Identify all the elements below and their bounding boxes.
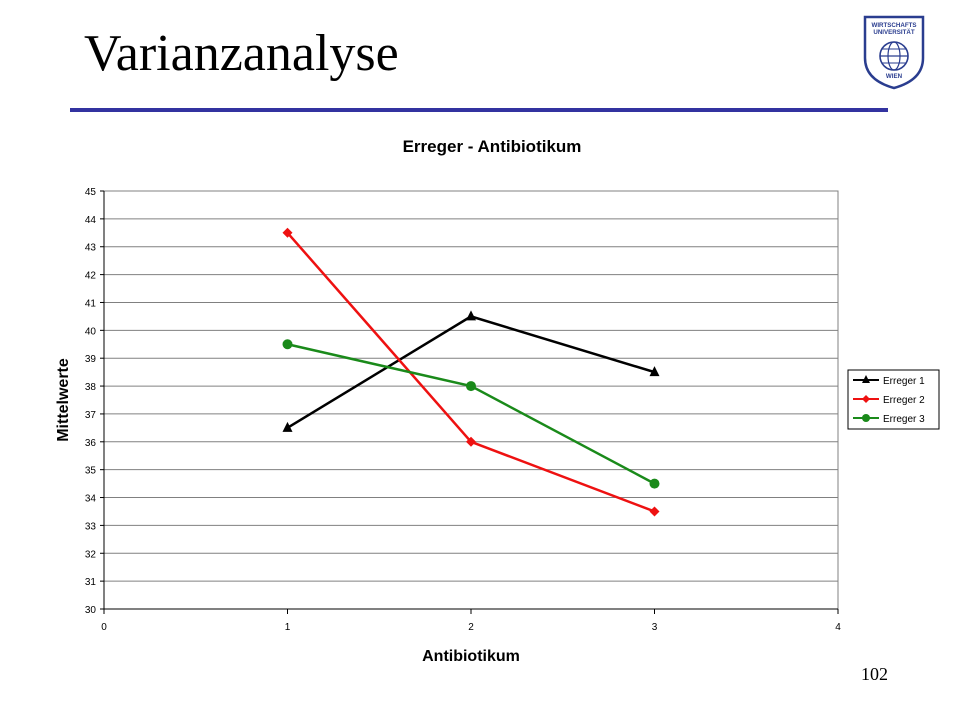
y-tick-label: 43 (85, 243, 97, 254)
y-tick-label: 42 (85, 271, 97, 282)
slide-title: Varianzanalyse (84, 25, 399, 82)
y-tick-label: 39 (85, 354, 97, 365)
y-tick-label: 37 (85, 410, 97, 421)
legend-item: Erreger 1 (853, 375, 925, 387)
y-tick-label: 41 (85, 298, 97, 309)
series-erreger-3 (282, 339, 660, 489)
data-point (649, 478, 660, 489)
x-axis-title: Antibiotikum (422, 648, 520, 665)
y-tick-label: 33 (85, 521, 97, 532)
y-tick-label: 32 (85, 549, 97, 560)
x-tick-label: 3 (652, 622, 658, 633)
y-tick-label: 45 (85, 187, 97, 198)
logo-text-line1: WIRTSCHAFTS (871, 22, 916, 29)
legend-item: Erreger 3 (853, 414, 925, 425)
university-logo: WIRTSCHAFTS UNIVERSITÄT WIEN (863, 15, 925, 90)
y-tick-label: 35 (85, 466, 97, 477)
legend-label: Erreger 3 (883, 414, 925, 425)
data-point (649, 366, 660, 377)
legend-label: Erreger 2 (883, 395, 925, 406)
data-point (466, 381, 476, 392)
y-tick-label: 36 (85, 438, 97, 449)
y-axis-title: Mittelwerte (55, 358, 72, 442)
data-point (862, 395, 870, 403)
y-tick-label: 31 (85, 577, 97, 588)
legend-item: Erreger 2 (853, 395, 925, 406)
data-point (466, 310, 476, 321)
axes (100, 190, 839, 614)
chart-title: Erreger - Antibiotikum (403, 137, 582, 156)
y-tick-label: 30 (85, 605, 97, 616)
page-number: 102 (861, 664, 888, 684)
y-tick-label: 44 (85, 215, 97, 226)
y-tick-label: 34 (85, 494, 97, 505)
data-point (862, 375, 870, 383)
x-tick-label: 1 (285, 622, 291, 633)
x-tick-label: 0 (101, 622, 107, 633)
series-erreger-1 (282, 310, 660, 432)
data-point (649, 506, 660, 517)
data-point (282, 227, 293, 238)
legend-label: Erreger 1 (883, 376, 925, 387)
x-tick-label: 4 (835, 622, 841, 633)
logo-text-line2: UNIVERSITÄT (873, 29, 914, 36)
data-point (862, 414, 870, 422)
y-tick-label: 40 (85, 326, 97, 337)
y-tick-label: 38 (85, 382, 97, 393)
data-point (466, 436, 476, 447)
x-tick-label: 2 (468, 622, 474, 633)
x-tick-labels: 0 1 2 3 4 (101, 622, 841, 633)
legend: Erreger 1 Erreger 2 Erreger 3 (847, 369, 940, 430)
logo-text-line3: WIEN (886, 73, 903, 80)
title-divider (70, 108, 888, 112)
plot-area (103, 190, 839, 610)
y-tick-labels: 30 31 32 33 34 35 36 37 38 39 40 41 42 43 44 45 (85, 187, 97, 616)
data-point (282, 339, 293, 350)
grid-lines (104, 190, 838, 582)
data-point (282, 421, 293, 432)
series-layer (282, 227, 660, 517)
series-erreger-2 (282, 227, 660, 517)
